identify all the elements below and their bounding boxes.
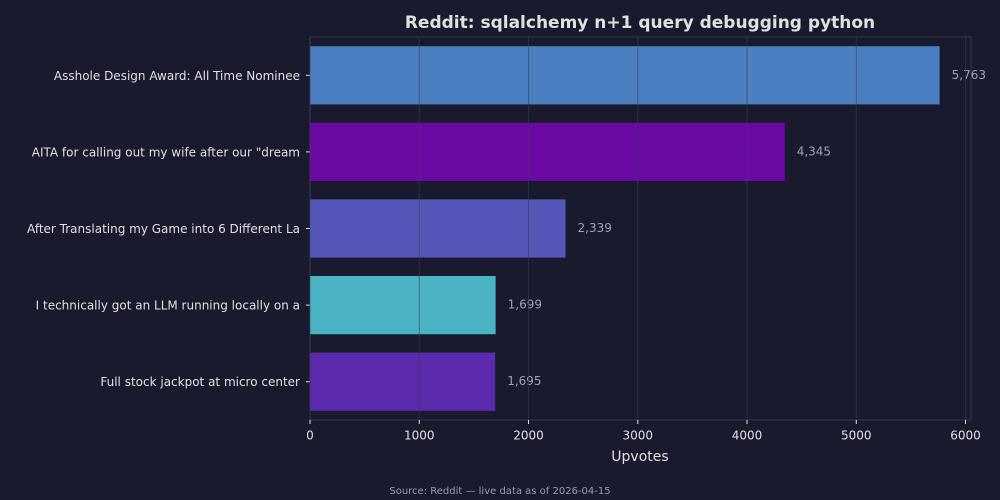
y-tick-label: I technically got an LLM running locally… bbox=[36, 299, 300, 313]
value-label: 5,763 bbox=[952, 68, 986, 82]
value-label: 1,695 bbox=[507, 374, 541, 388]
x-axis-label: Upvotes bbox=[611, 449, 668, 465]
x-tick-label: 5000 bbox=[841, 429, 872, 443]
x-tick-label: 6000 bbox=[950, 429, 981, 443]
bar bbox=[310, 46, 940, 105]
y-tick-label: Full stock jackpot at micro center bbox=[100, 375, 300, 389]
y-tick-label: After Translating my Game into 6 Differe… bbox=[27, 222, 300, 236]
x-tick-label: 4000 bbox=[732, 429, 763, 443]
x-tick-label: 0 bbox=[306, 429, 314, 443]
bar bbox=[310, 275, 496, 335]
x-tick-label: 2000 bbox=[513, 429, 544, 443]
chart-title: Reddit: sqlalchemy n+1 query debugging p… bbox=[405, 13, 875, 33]
bar bbox=[310, 122, 785, 182]
y-tick-label: AITA for calling out my wife after our "… bbox=[32, 145, 300, 159]
bar bbox=[310, 199, 566, 258]
value-label: 1,699 bbox=[508, 298, 542, 312]
value-label: 2,339 bbox=[578, 221, 612, 235]
bar bbox=[310, 352, 496, 411]
value-label: 4,345 bbox=[797, 144, 831, 158]
source-note: Source: Reddit — live data as of 2026-04… bbox=[389, 486, 610, 497]
x-tick-label: 1000 bbox=[404, 429, 435, 443]
x-tick-label: 3000 bbox=[622, 429, 653, 443]
y-tick-label: Asshole Design Award: All Time Nominee bbox=[54, 69, 300, 83]
